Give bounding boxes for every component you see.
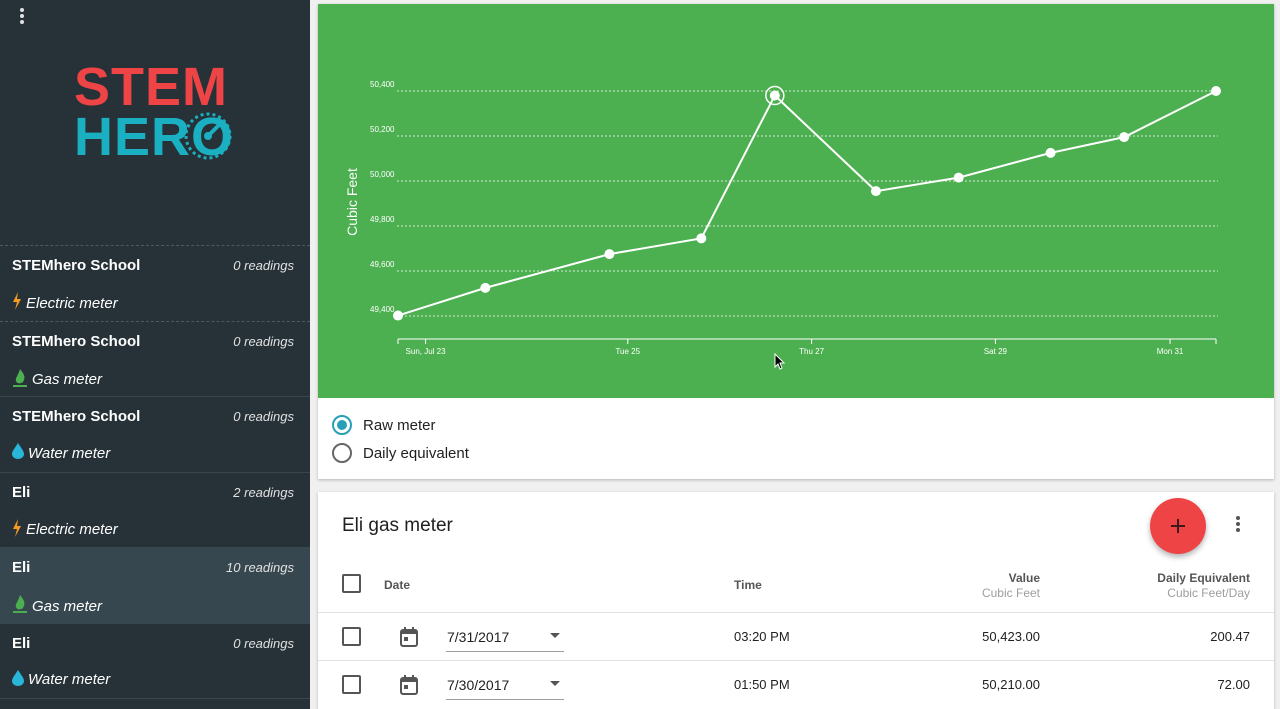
daily-equivalent-option[interactable]: Daily equivalent (332, 443, 469, 463)
water-drop-icon (12, 443, 24, 463)
chart-card: 49,400 49,600 49,800 50,000 50,200 50,400 Sun,… (318, 4, 1274, 479)
stemhero-logo: STEM HERO (74, 57, 244, 172)
meter-type-label: Electric meter (26, 521, 118, 538)
meter-type-label: Gas meter (32, 371, 103, 388)
meter-type-label: Gas meter (32, 597, 103, 615)
table-row: 7/31/2017 03:20 PM 50,423.00 200.47 (318, 612, 1274, 660)
raw-meter-option[interactable]: Raw meter (332, 415, 436, 435)
data-point[interactable] (870, 186, 881, 197)
header-value-unit: Cubic Feet (981, 586, 1040, 600)
add-reading-button[interactable] (1150, 498, 1206, 554)
y-tick-label: 49,600 (370, 260, 395, 269)
meter-item[interactable]: Eli 2 readings Electric meter (0, 473, 310, 548)
date-value: 7/30/2017 (447, 677, 510, 693)
x-tick-label: Thu 27 (799, 347, 824, 356)
mouse-cursor-icon (774, 353, 786, 370)
date-value: 7/31/2017 (447, 629, 510, 645)
data-point[interactable] (696, 233, 707, 244)
time-cell: 01:50 PM (734, 677, 790, 692)
date-picker-field[interactable]: 7/30/2017 (446, 670, 564, 700)
y-tick-label: 49,800 (370, 215, 395, 224)
data-point[interactable] (604, 249, 615, 260)
water-drop-icon (12, 669, 24, 690)
calendar-icon[interactable] (400, 675, 418, 700)
sidebar: STEM HERO STEMhero School 0 readings Ele… (0, 0, 310, 709)
meter-type-label: Water meter (28, 444, 111, 462)
radio-daily-equivalent[interactable] (332, 443, 352, 463)
more-vert-icon[interactable] (1233, 516, 1243, 536)
data-point-highlight-ring (765, 85, 785, 106)
gauge-icon (184, 112, 232, 160)
data-point[interactable] (769, 90, 780, 101)
meter-readings: 0 readings (233, 333, 294, 349)
x-tick-label: Sun, Jul 23 (406, 347, 447, 356)
chevron-down-icon (550, 681, 560, 686)
meter-list: STEMhero School 0 readings Electric mete… (0, 245, 310, 699)
meter-item-selected[interactable]: Eli 10 readings Gas meter (0, 548, 310, 624)
row-checkbox[interactable] (342, 627, 361, 646)
chart-area: 49,400 49,600 49,800 50,000 50,200 50,400 Sun,… (318, 4, 1274, 398)
x-tick-label: Mon 31 (1157, 347, 1184, 356)
header-daily-unit: Cubic Feet/Day (1167, 586, 1250, 600)
meter-item[interactable]: STEMhero School 0 readings Water meter (0, 397, 310, 473)
meter-item[interactable]: Eli 0 readings Water meter (0, 624, 310, 699)
calendar-icon[interactable] (400, 627, 418, 652)
logo-line-1: STEM (74, 57, 229, 117)
y-tick-label: 50,200 (370, 125, 395, 134)
daily-equivalent-cell: 200.47 (1210, 629, 1250, 644)
table-title: Eli gas meter (342, 515, 453, 536)
meter-owner: Eli (12, 483, 31, 501)
daily-equivalent-label: Daily equivalent (363, 444, 469, 462)
time-cell: 03:20 PM (734, 629, 790, 644)
header-daily-equivalent[interactable]: Daily Equivalent (1157, 571, 1250, 585)
value-cell: 50,210.00 (982, 677, 1040, 692)
date-picker-field[interactable]: 7/31/2017 (446, 622, 564, 652)
radio-raw-meter[interactable] (332, 415, 352, 435)
meter-owner: STEMhero School (12, 257, 141, 274)
y-tick-label: 50,000 (370, 170, 395, 179)
meter-owner: Eli (12, 559, 31, 576)
meter-readings: 10 readings (226, 560, 294, 575)
row-checkbox[interactable] (342, 675, 361, 694)
daily-equivalent-cell: 72.00 (1217, 677, 1250, 692)
data-point[interactable] (480, 282, 491, 293)
x-tick-label: Tue 25 (615, 347, 640, 356)
meter-item[interactable]: STEMhero School 0 readings Gas meter (0, 322, 310, 397)
data-point[interactable] (393, 310, 403, 321)
header-time[interactable]: Time (734, 578, 762, 592)
data-point[interactable] (1045, 147, 1056, 158)
lightning-icon (12, 518, 22, 541)
flame-icon (12, 594, 28, 618)
data-point[interactable] (1119, 132, 1130, 143)
lightning-icon (12, 292, 22, 314)
data-point[interactable] (1211, 86, 1221, 96)
meter-readings: 0 readings (233, 635, 294, 651)
meter-type-label: Electric meter (26, 294, 118, 312)
meter-owner: STEMhero School (12, 408, 141, 425)
y-axis-label: Cubic Feet (344, 168, 360, 236)
meter-owner: Eli (12, 634, 31, 652)
flame-icon (12, 368, 28, 392)
raw-meter-label: Raw meter (363, 416, 436, 434)
header-value[interactable]: Value (1008, 571, 1040, 585)
meter-type-label: Water meter (28, 671, 111, 688)
line-chart[interactable]: 49,400 49,600 49,800 50,000 50,200 50,400 Sun,… (318, 4, 1274, 398)
header-date[interactable]: Date (384, 578, 411, 592)
data-point[interactable] (953, 172, 964, 183)
table-row: 7/30/2017 01:50 PM 50,210.00 72.00 (318, 660, 1274, 708)
select-all-checkbox[interactable] (342, 574, 361, 593)
meter-readings: 0 readings (233, 258, 294, 273)
x-tick-label: Sat 29 (984, 347, 1008, 356)
readings-table-card: Eli gas meter Date Time Value Cubic Feet… (318, 492, 1274, 709)
meter-readings: 0 readings (233, 409, 294, 424)
more-vert-icon[interactable] (14, 8, 30, 28)
meter-readings: 2 readings (233, 484, 294, 500)
series-line (397, 90, 1217, 317)
y-tick-label: 49,400 (370, 305, 395, 314)
meter-owner: STEMhero School (12, 332, 141, 350)
value-cell: 50,423.00 (982, 629, 1040, 644)
meter-item[interactable]: STEMhero School 0 readings Electric mete… (0, 246, 310, 322)
y-tick-label: 50,400 (370, 80, 395, 89)
chevron-down-icon (550, 633, 560, 638)
